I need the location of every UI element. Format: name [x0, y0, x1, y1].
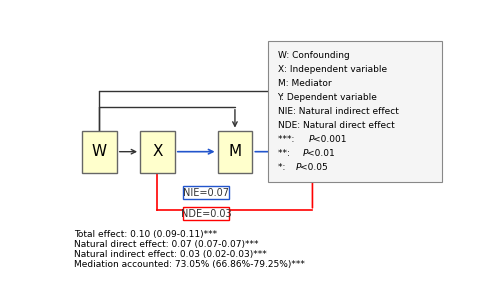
Text: Y: Dependent variable: Y: Dependent variable	[278, 93, 378, 102]
Text: Total effect: 0.10 (0.09-0.11)***: Total effect: 0.10 (0.09-0.11)***	[74, 230, 217, 239]
Text: NIE=0.07: NIE=0.07	[183, 188, 229, 198]
Text: *:: *:	[278, 163, 288, 172]
Text: W: W	[92, 144, 107, 159]
Text: Natural direct effect: 0.07 (0.07-0.07)***: Natural direct effect: 0.07 (0.07-0.07)*…	[74, 240, 258, 249]
Text: NDE=0.03: NDE=0.03	[180, 209, 231, 219]
Text: Mediation accounted: 73.05% (66.86%-79.25%)***: Mediation accounted: 73.05% (66.86%-79.2…	[74, 260, 305, 269]
Text: P: P	[308, 135, 314, 144]
Text: **:: **:	[278, 149, 292, 158]
FancyBboxPatch shape	[140, 131, 175, 173]
Text: Y: Y	[308, 144, 317, 159]
FancyBboxPatch shape	[218, 131, 252, 173]
FancyBboxPatch shape	[295, 131, 330, 173]
Text: NDE: Natural direct effect: NDE: Natural direct effect	[278, 121, 394, 130]
Text: <0.05: <0.05	[300, 163, 328, 172]
FancyBboxPatch shape	[268, 41, 442, 182]
Text: <0.01: <0.01	[306, 149, 334, 158]
FancyBboxPatch shape	[182, 186, 229, 199]
Text: ***:: ***:	[278, 135, 297, 144]
Text: P: P	[296, 163, 302, 172]
Text: Natural indirect effect: 0.03 (0.02-0.03)***: Natural indirect effect: 0.03 (0.02-0.03…	[74, 250, 267, 259]
Text: X: Independent variable: X: Independent variable	[278, 65, 386, 74]
FancyBboxPatch shape	[82, 131, 117, 173]
FancyBboxPatch shape	[182, 207, 229, 221]
Text: <0.001: <0.001	[313, 135, 346, 144]
Text: M: M	[228, 144, 241, 159]
Text: NIE: Natural indirect effect: NIE: Natural indirect effect	[278, 107, 398, 116]
Text: X: X	[152, 144, 162, 159]
Text: W: Confounding: W: Confounding	[278, 51, 349, 60]
Text: M: Mediator: M: Mediator	[278, 79, 331, 88]
Text: P: P	[302, 149, 308, 158]
